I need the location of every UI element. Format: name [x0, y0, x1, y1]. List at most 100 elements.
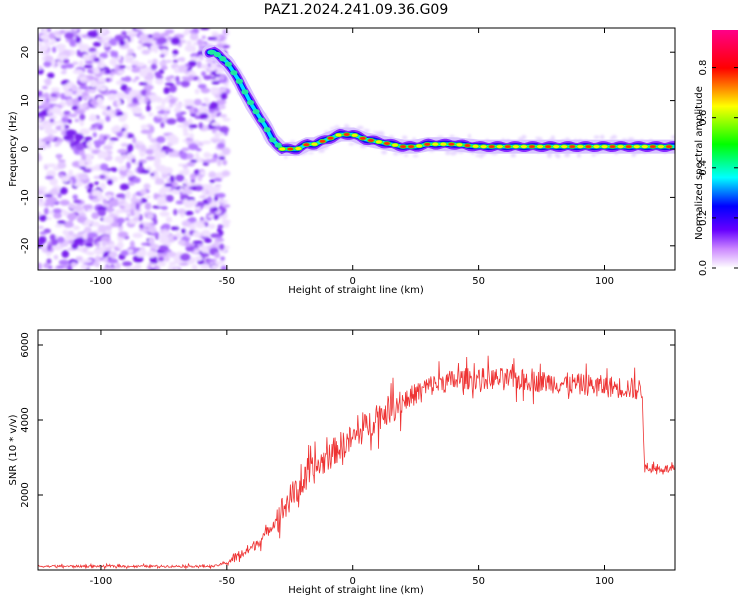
spectrogram-noise-blob: [53, 254, 59, 260]
spectrogram-noise-blob: [87, 30, 98, 38]
spectrogram-noise-blob: [555, 153, 561, 159]
spectrogram-noise-blob: [146, 250, 156, 258]
spectrogram-noise-blob: [521, 134, 527, 140]
spectrogram-noise-blob: [107, 90, 118, 95]
spectrogram-noise-blob: [46, 258, 52, 265]
spectrogram-noise-blob: [223, 221, 230, 228]
spectrogram-noise-blob: [103, 144, 113, 151]
spectrogram-noise-blob: [109, 58, 118, 66]
spectrogram-noise-blob: [217, 103, 226, 110]
spectrogram-noise-blob: [131, 67, 141, 73]
spectrogram-noise-blob: [177, 208, 187, 215]
colorbar-label: Normalized spectral amplitude: [694, 86, 705, 240]
spectrogram-noise-blob: [381, 150, 388, 155]
spectrogram-noise-blob: [193, 108, 198, 113]
spectrogram-noise-blob: [193, 249, 200, 254]
spectrogram-noise-blob: [165, 194, 174, 203]
spectrogram-noise-blob: [82, 53, 90, 61]
spectrogram-noise-blob: [120, 142, 129, 148]
spectrogram-noise-blob: [142, 37, 153, 42]
ridge-halo: [202, 45, 675, 156]
spectrogram-noise-blob: [208, 171, 217, 179]
spectrogram-noise-blob: [38, 42, 43, 47]
spectrogram-noise-blob: [172, 59, 179, 63]
spectrogram-noise-blob: [97, 155, 104, 159]
spectrogram-noise-blob: [107, 93, 117, 101]
spectrogram-noise-blob: [132, 193, 137, 202]
spectrogram-noise-blob: [165, 216, 173, 223]
spectrogram-noise-blob: [92, 41, 102, 47]
spectrogram-noise-blob: [66, 82, 73, 88]
spectrogram-noise-blob: [41, 85, 48, 90]
spectrogram-noise-blob: [83, 226, 92, 234]
spectrogram-noise-blob: [163, 255, 170, 262]
spectrogram-noise-blob: [147, 132, 152, 140]
spectrogram-x-tick-label: 50: [472, 276, 485, 287]
spectrogram-noise-blob: [161, 98, 166, 107]
spectrogram-noise-blob: [53, 212, 62, 219]
spectrogram-noise-blob: [38, 236, 47, 244]
spectrogram-noise-blob: [48, 210, 54, 215]
spectrogram-noise-blob: [200, 252, 210, 258]
spectrogram-noise-blob: [201, 140, 212, 145]
spectrogram-noise-blob: [144, 96, 149, 103]
spectrogram-noise-blob: [81, 259, 93, 263]
spectrogram-noise-blob: [148, 144, 159, 150]
spectrogram-noise-blob: [98, 63, 105, 69]
spectrogram-noise-blob: [104, 49, 111, 53]
spectrogram-noise-blob: [104, 224, 113, 231]
spectrogram-noise-blob: [154, 265, 160, 270]
spectrogram-noise-blob: [168, 239, 175, 243]
spectrogram-noise-blob: [78, 173, 89, 181]
ridge-core-green: [252, 109, 260, 115]
spectrogram-noise-blob: [164, 29, 175, 34]
spectrogram-noise-blob: [48, 97, 58, 102]
spectrogram-noise-blob: [43, 136, 54, 142]
spectrogram-noise-blob: [198, 54, 204, 61]
spectrogram-noise-blob: [116, 111, 124, 116]
ridge-band-cyan: [207, 50, 675, 151]
spectrogram-noise-blob: [166, 251, 177, 257]
spectrogram-noise-blob: [72, 69, 84, 75]
spectrogram-noise-blob: [52, 46, 57, 53]
spectrogram-noise-blob: [69, 38, 76, 47]
spectrogram-noise-blob: [202, 230, 210, 237]
ridge-core-peak: [359, 136, 366, 140]
spectrogram-noise-blob: [77, 95, 83, 102]
spectrogram-noise-blob: [94, 181, 99, 186]
spectrogram-noise-blob: [38, 90, 43, 96]
spectrogram-noise-blob: [175, 80, 182, 86]
spectrogram-noise-blob: [38, 96, 46, 104]
spectrogram-noise-blob: [140, 144, 147, 152]
spectrogram-noise-blob: [169, 97, 176, 105]
spectrogram-noise-blob: [144, 223, 152, 228]
spectrogram-noise-blob: [79, 113, 86, 121]
spectrogram-noise-blob: [188, 124, 198, 129]
spectrogram-noise-blob: [55, 43, 67, 50]
spectrogram-noise-blob: [160, 121, 165, 129]
spectrogram-noise-blob: [169, 103, 174, 108]
spectrogram-noise-blob: [145, 195, 152, 199]
spectrogram-noise-blob: [111, 168, 118, 172]
spectrogram-noise-blob: [148, 112, 154, 117]
ridge-core-peak: [295, 147, 302, 151]
spectrogram-noise-blob: [146, 213, 154, 219]
spectrogram-noise-blob: [120, 165, 127, 171]
ridge-core-peak: [528, 145, 535, 149]
spectrogram-noise-blob: [108, 38, 119, 46]
spectrogram-noise-blob: [99, 163, 109, 171]
spectrogram-noise-blob: [156, 136, 166, 144]
spectrogram-noise-blob: [49, 118, 55, 123]
spectrogram-noise-blob: [81, 232, 90, 240]
spectrogram-noise-blob: [91, 198, 101, 203]
spectrogram-noise-blob: [164, 148, 174, 153]
ridge-core-peak: [633, 145, 640, 149]
ridge-core-peak: [303, 143, 310, 147]
spectrogram-noise-blob: [111, 110, 117, 114]
ridge-core-peak: [408, 145, 415, 149]
spectrogram-noise-blob: [195, 147, 202, 152]
ridge-core-peak: [585, 145, 592, 149]
spectrogram-noise-blob: [148, 94, 159, 101]
spectrogram-noise-blob: [150, 173, 155, 177]
